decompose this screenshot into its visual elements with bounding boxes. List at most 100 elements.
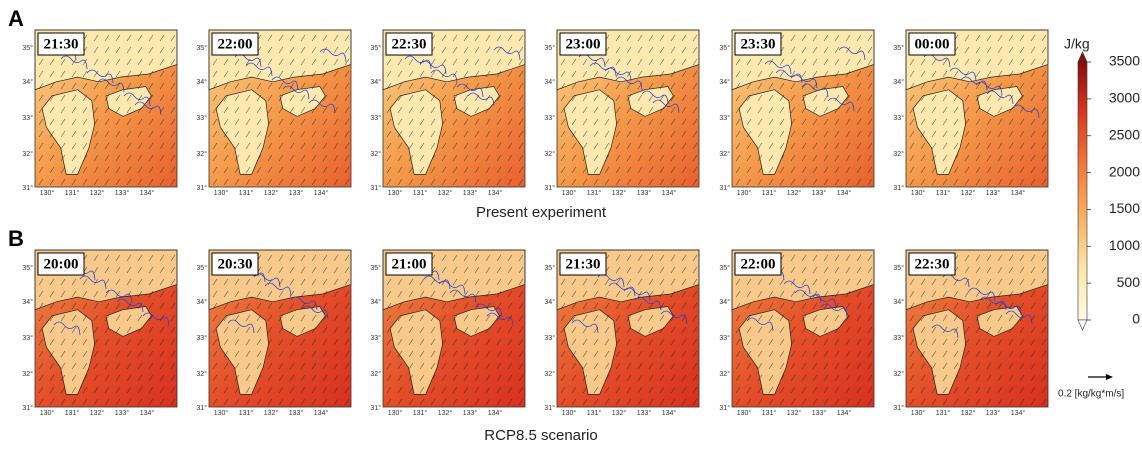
wind-vector bbox=[441, 290, 447, 298]
wind-vector bbox=[333, 362, 339, 370]
wind-vector bbox=[408, 290, 414, 298]
wind-vector bbox=[659, 350, 665, 358]
wind-vector bbox=[670, 58, 676, 66]
lon-label: 134° bbox=[488, 189, 503, 197]
wind-vector bbox=[845, 142, 851, 150]
wind-vector bbox=[419, 166, 425, 174]
wind-vector bbox=[60, 70, 66, 78]
wind-vector bbox=[670, 290, 676, 298]
wind-vector bbox=[507, 118, 513, 126]
wind-vector bbox=[126, 338, 132, 346]
wind-vector bbox=[104, 266, 110, 274]
wind-vector bbox=[115, 350, 121, 358]
wind-vector bbox=[289, 362, 295, 370]
wind-vector bbox=[779, 314, 785, 322]
wind-vector bbox=[942, 118, 948, 126]
time-label: 22:30 bbox=[915, 256, 950, 272]
wind-vector bbox=[49, 154, 55, 162]
wind-vector bbox=[757, 362, 763, 370]
wind-vector bbox=[278, 362, 284, 370]
wind-vector bbox=[245, 386, 251, 394]
wind-vector bbox=[507, 106, 513, 114]
wind-vector bbox=[801, 350, 807, 358]
wind-vector bbox=[909, 278, 915, 286]
wind-vector bbox=[104, 290, 110, 298]
wind-vector bbox=[1041, 166, 1047, 174]
wind-vector bbox=[474, 290, 480, 298]
wind-vector bbox=[93, 290, 99, 298]
wind-vector bbox=[964, 142, 970, 150]
wind-vector bbox=[670, 278, 676, 286]
wind-vector bbox=[474, 326, 480, 334]
wind-vector bbox=[997, 130, 1003, 138]
wind-vector bbox=[681, 166, 687, 174]
wind-vector bbox=[626, 154, 632, 162]
wind-vector bbox=[659, 34, 665, 42]
wind-vector bbox=[615, 46, 621, 54]
wind-vector bbox=[953, 106, 959, 114]
land bbox=[453, 86, 500, 117]
wind-vector bbox=[344, 94, 350, 102]
wind-vector bbox=[1030, 302, 1036, 310]
wind-vector bbox=[408, 326, 414, 334]
wind-vector bbox=[38, 130, 44, 138]
wind-vector bbox=[648, 254, 654, 262]
wind-vector bbox=[582, 178, 588, 186]
wind-vector bbox=[790, 266, 796, 274]
wind-vector bbox=[234, 70, 240, 78]
wind-vector bbox=[82, 82, 88, 90]
wind-vector bbox=[920, 142, 926, 150]
wind-vector bbox=[1030, 130, 1036, 138]
wind-vector bbox=[659, 106, 665, 114]
wind-vector bbox=[801, 106, 807, 114]
wind-vector bbox=[311, 338, 317, 346]
land bbox=[976, 306, 1023, 337]
wind-vector bbox=[571, 350, 577, 358]
wind-vector bbox=[419, 314, 425, 322]
wind-vector bbox=[137, 46, 143, 54]
wind-vector bbox=[920, 398, 926, 406]
wind-vector bbox=[408, 350, 414, 358]
wind-vector bbox=[267, 278, 273, 286]
wind-vector bbox=[159, 266, 165, 274]
wind-vector bbox=[986, 278, 992, 286]
wind-vector bbox=[485, 94, 491, 102]
land bbox=[215, 309, 269, 395]
wind-vector bbox=[735, 374, 741, 382]
wind-vector bbox=[278, 350, 284, 358]
wind-vector bbox=[834, 398, 840, 406]
wind-vector bbox=[571, 362, 577, 370]
wind-vector bbox=[560, 166, 566, 174]
wind-vector bbox=[38, 106, 44, 114]
wind-vector bbox=[637, 58, 643, 66]
wind-vector bbox=[626, 338, 632, 346]
wind-vector bbox=[812, 302, 818, 310]
wind-vector bbox=[408, 278, 414, 286]
wind-vector bbox=[267, 178, 273, 186]
lon-label: 130° bbox=[388, 409, 403, 417]
wind-vector bbox=[1019, 326, 1025, 334]
wind-vector bbox=[278, 94, 284, 102]
wind-vector bbox=[256, 398, 262, 406]
wind-vector bbox=[867, 386, 873, 394]
wind-vector bbox=[518, 278, 524, 286]
blue-contour bbox=[960, 76, 988, 91]
wind-vector bbox=[289, 166, 295, 174]
time-label: 21:30 bbox=[44, 36, 79, 52]
wind-vector bbox=[344, 118, 350, 126]
wind-vector bbox=[223, 398, 229, 406]
wind-vector bbox=[82, 398, 88, 406]
wind-vector bbox=[49, 386, 55, 394]
wind-vector bbox=[170, 374, 176, 382]
wind-vector bbox=[322, 314, 328, 322]
wind-vector bbox=[834, 254, 840, 262]
wind-vector bbox=[245, 350, 251, 358]
wind-vector bbox=[834, 326, 840, 334]
wind-vector bbox=[681, 70, 687, 78]
wind-vector bbox=[223, 94, 229, 102]
wind-vector bbox=[604, 118, 610, 126]
wind-vector bbox=[82, 302, 88, 310]
wind-vector bbox=[670, 166, 676, 174]
lat-label: 32° bbox=[196, 150, 207, 158]
